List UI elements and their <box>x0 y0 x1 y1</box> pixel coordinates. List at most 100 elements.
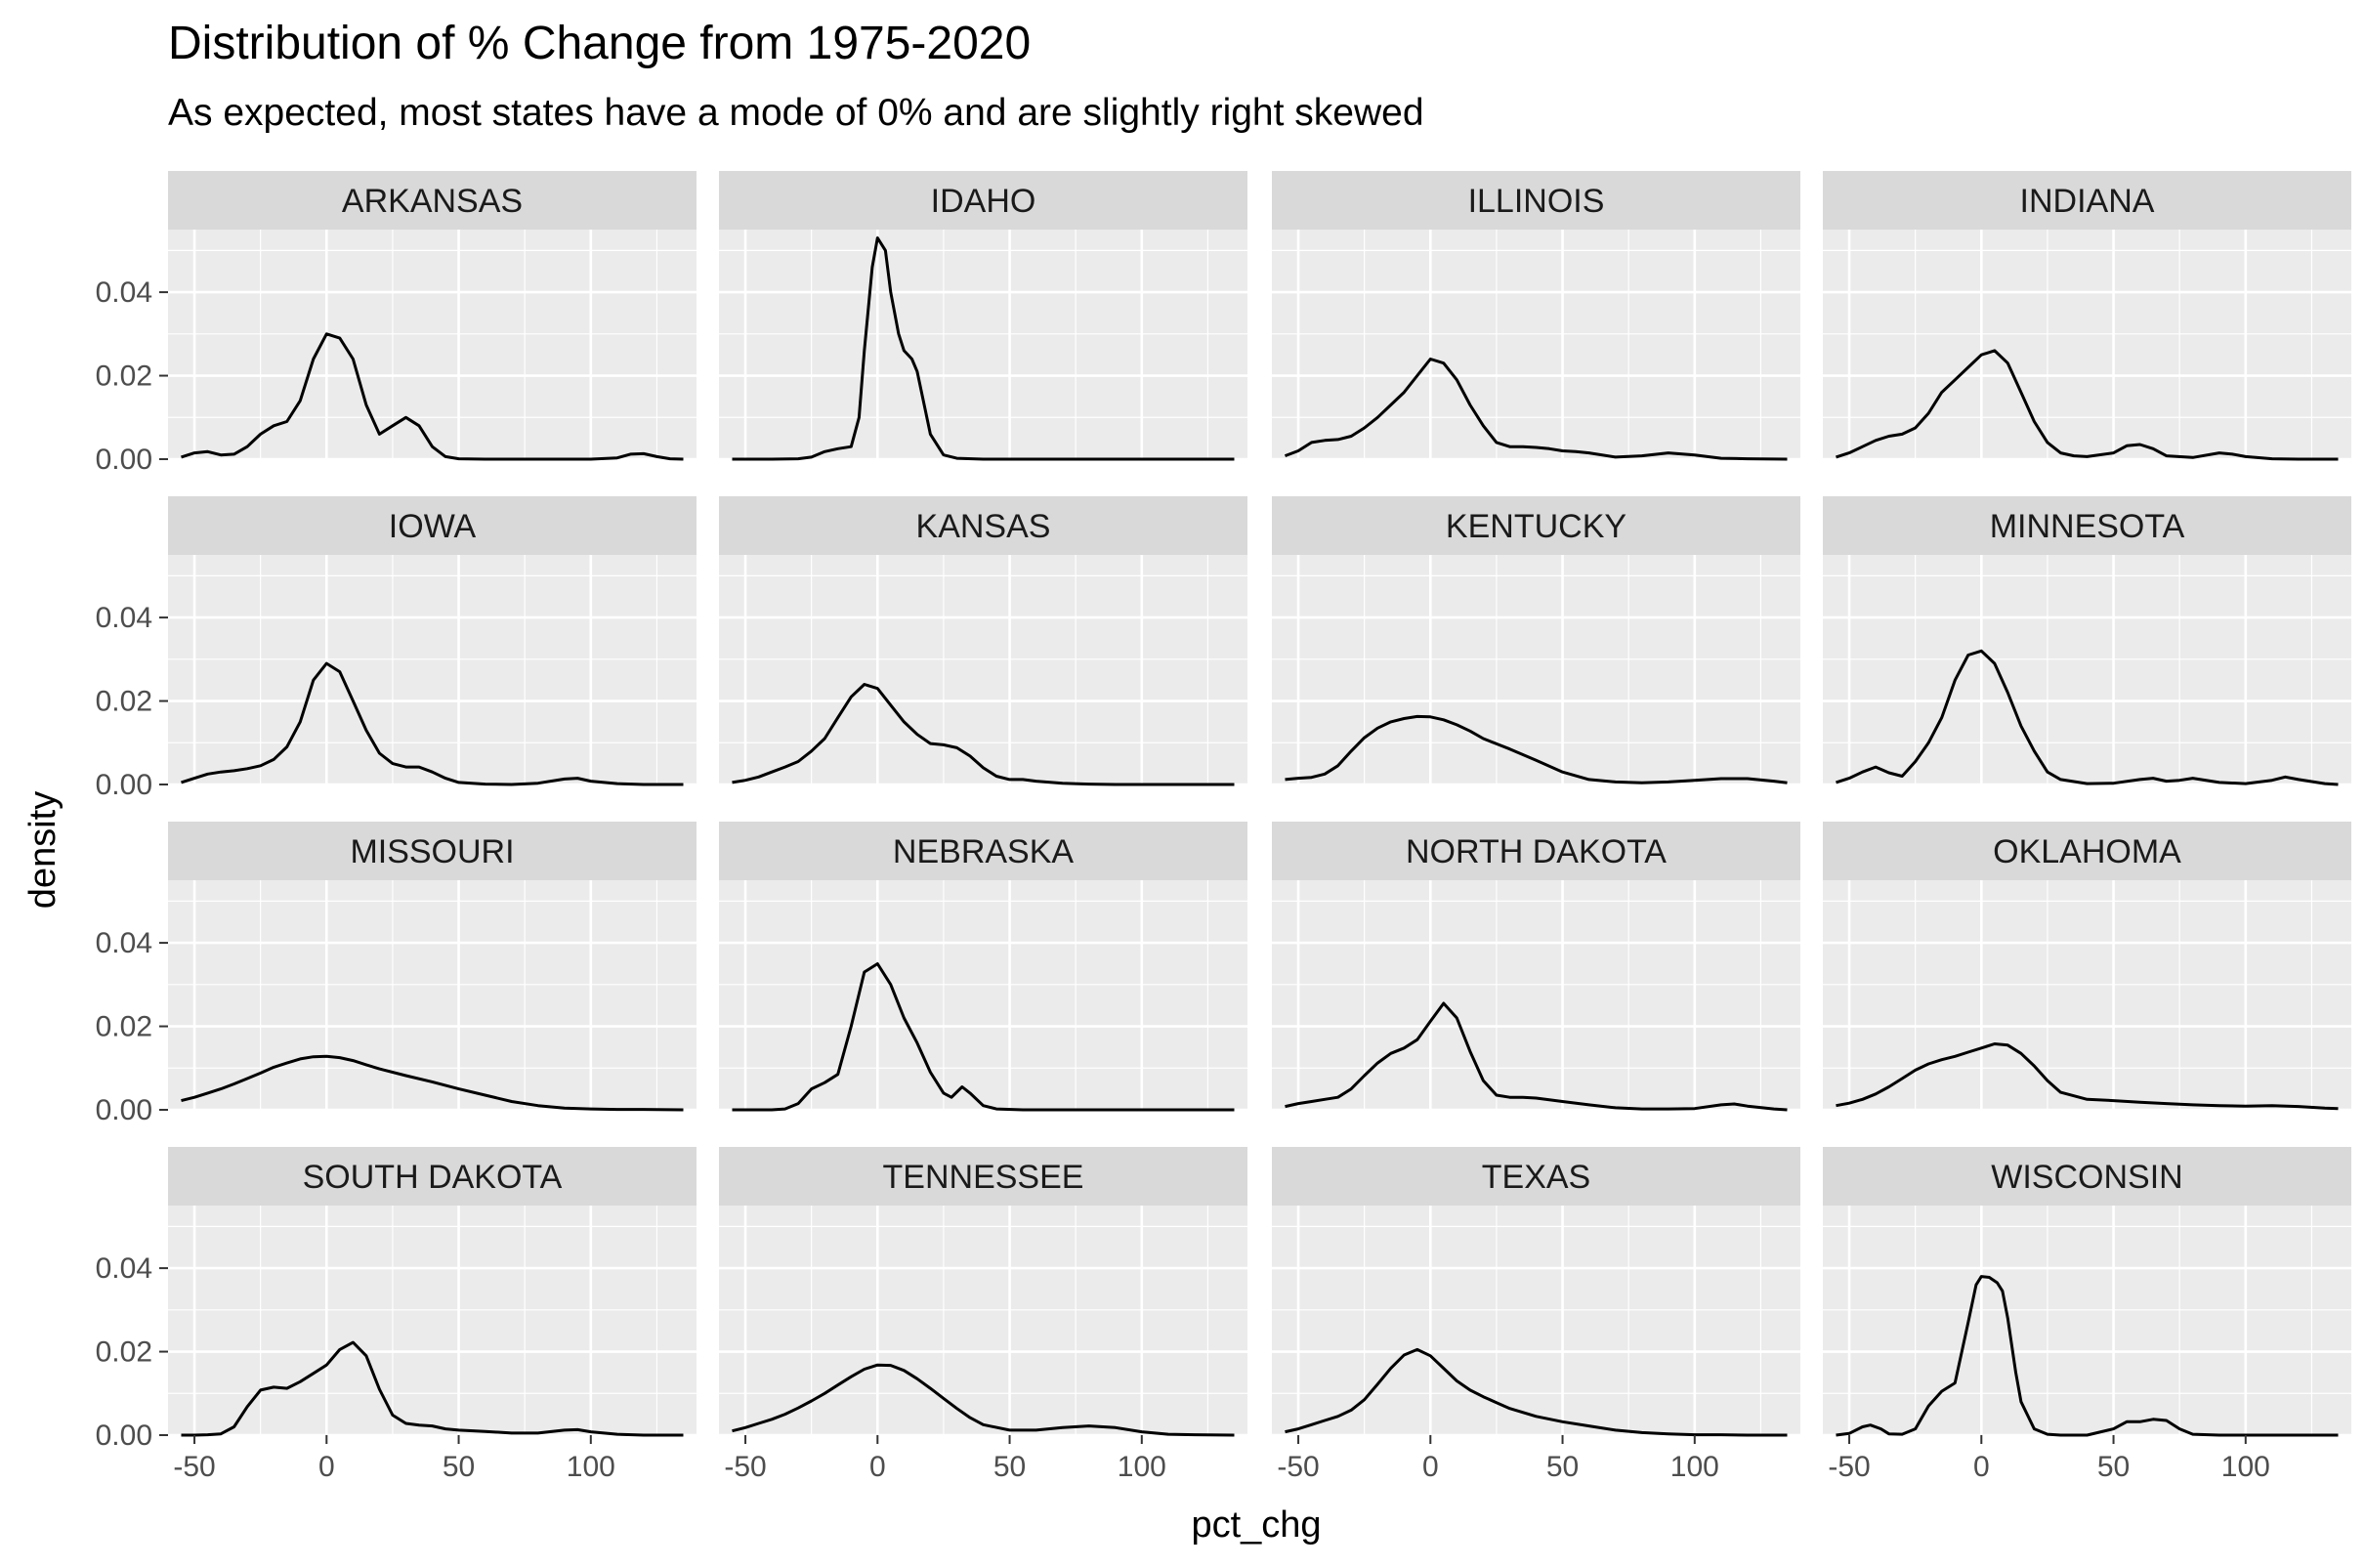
facet-strip-label: TENNESSEE <box>883 1159 1084 1196</box>
density-line-texas <box>1285 1347 1788 1437</box>
density-line-kentucky <box>1285 714 1788 784</box>
facet-strip <box>168 171 697 230</box>
facet-strip-label: KANSAS <box>916 508 1051 545</box>
x-tick-label: -50 <box>1828 1451 1870 1483</box>
facet-panel-arkansas: ARKANSAS 0.00 0.02 0.04 <box>96 171 697 476</box>
facet-strip-label: TEXAS <box>1482 1159 1590 1196</box>
x-tick-label: 0 <box>1973 1451 1990 1483</box>
panel-background <box>1823 880 2351 1110</box>
facet-panel-nebraska: NEBRASKA <box>719 822 1247 1112</box>
x-tick-label: 50 <box>443 1451 475 1483</box>
x-axis-title: pct_chg <box>1191 1504 1321 1546</box>
panel-background <box>1823 1206 2351 1435</box>
panel-background <box>1272 880 1800 1110</box>
facet-strip <box>1823 1147 2351 1206</box>
facet-panel-minnesota: MINNESOTA <box>1823 496 2351 786</box>
facet-strip-label: WISCONSIN <box>1991 1159 2182 1196</box>
facet-strip-label: INDIANA <box>2020 183 2155 220</box>
panel-background <box>1823 230 2351 459</box>
facet-strip <box>719 822 1247 880</box>
x-tick-label: 50 <box>993 1451 1026 1483</box>
density-line-illinois <box>1284 358 1788 461</box>
facet-strip <box>1272 822 1800 880</box>
density-line-missouri <box>181 1054 684 1112</box>
panel-background <box>719 230 1247 459</box>
density-line-north-dakota <box>1285 1001 1788 1112</box>
facet-panel-illinois: ILLINOIS <box>1272 171 1800 461</box>
y-tick-label: 0.00 <box>96 444 152 476</box>
chart-title: Distribution of % Change from 1975-2020 <box>168 18 1031 69</box>
y-tick-label: 0.00 <box>96 1094 152 1126</box>
panel-background <box>168 230 697 459</box>
density-line-south-dakota <box>181 1340 684 1437</box>
facet-strip-label: KENTUCKY <box>1446 508 1626 545</box>
density-line-kansas <box>732 683 1235 786</box>
facet-strip <box>1823 496 2351 555</box>
facet-panel-missouri: MISSOURI 0.00 0.02 0.04 <box>96 822 697 1126</box>
y-tick-label: 0.00 <box>96 769 152 801</box>
x-tick-label: -50 <box>1277 1451 1319 1483</box>
y-tick-label: 0.02 <box>96 686 152 718</box>
facet-strip <box>168 822 697 880</box>
panel-background <box>719 880 1247 1110</box>
facet-strip-label: ILLINOIS <box>1468 183 1605 220</box>
panel-background <box>719 1206 1247 1435</box>
panel-background <box>168 880 697 1110</box>
facet-panel-iowa: IOWA 0.00 0.02 0.04 <box>96 496 697 801</box>
facet-strip-label: MINNESOTA <box>1990 508 2185 545</box>
density-line-oklahoma <box>1836 1042 2339 1111</box>
facet-panel-tennessee: TENNESSEE -50 0 50 100 <box>719 1147 1247 1483</box>
facet-panel-indiana: INDIANA <box>1823 171 2351 461</box>
facet-panel-kentucky: KENTUCKY <box>1272 496 1800 786</box>
chart-subtitle: As expected, most states have a mode of … <box>168 92 1424 134</box>
density-line-nebraska <box>732 962 1235 1112</box>
y-tick-label: 0.04 <box>96 927 152 959</box>
facet-strip-label: ARKANSAS <box>342 183 523 220</box>
y-tick-label: 0.04 <box>96 276 152 309</box>
panel-background <box>1823 555 2351 784</box>
density-line-indiana <box>1836 349 2339 461</box>
y-tick-label: 0.00 <box>96 1420 152 1452</box>
density-line-idaho <box>732 236 1235 461</box>
x-tick-label: 100 <box>1118 1451 1166 1483</box>
density-line-wisconsin <box>1836 1275 2339 1437</box>
y-tick-label: 0.04 <box>96 1252 152 1285</box>
facet-panel-texas: TEXAS -50 0 50 100 <box>1272 1147 1800 1483</box>
x-tick-label: 100 <box>2221 1451 2270 1483</box>
y-tick-label: 0.02 <box>96 1011 152 1043</box>
facet-strip <box>1823 171 2351 230</box>
facet-panel-idaho: IDAHO <box>719 171 1247 461</box>
facet-strip <box>719 496 1247 555</box>
x-tick-label: -50 <box>173 1451 215 1483</box>
panel-background <box>1272 230 1800 459</box>
facet-strip <box>1272 171 1800 230</box>
facet-panel-oklahoma: OKLAHOMA <box>1823 822 2351 1112</box>
y-tick-label: 0.02 <box>96 360 152 393</box>
facet-strip-label: MISSOURI <box>350 833 514 870</box>
facet-strip <box>719 171 1247 230</box>
facet-panel-kansas: KANSAS <box>719 496 1247 786</box>
density-line-arkansas <box>181 332 684 461</box>
facet-strip <box>1272 496 1800 555</box>
facet-panel-north-dakota: NORTH DAKOTA <box>1272 822 1800 1112</box>
density-line-minnesota <box>1836 649 2339 786</box>
facet-panels: ARKANSAS 0.00 0.02 0.04 IDAHO ILLINOIS INDIANA… <box>96 171 2351 1483</box>
facet-strip-label: OKLAHOMA <box>1993 833 2181 870</box>
facet-strip <box>168 1147 697 1206</box>
facet-strip-label: SOUTH DAKOTA <box>303 1159 563 1196</box>
x-tick-label: 100 <box>567 1451 615 1483</box>
facet-strip <box>168 496 697 555</box>
facet-strip-label: NORTH DAKOTA <box>1406 833 1667 870</box>
x-tick-label: 0 <box>318 1451 335 1483</box>
density-line-iowa <box>181 661 684 786</box>
facet-strip <box>719 1147 1247 1206</box>
facet-strip <box>1272 1147 1800 1206</box>
panel-background <box>1272 555 1800 784</box>
facet-strip-label: NEBRASKA <box>893 833 1074 870</box>
x-tick-label: 0 <box>1422 1451 1439 1483</box>
x-tick-label: 50 <box>1546 1451 1579 1483</box>
facet-strip <box>1823 822 2351 880</box>
x-tick-label: 100 <box>1670 1451 1719 1483</box>
